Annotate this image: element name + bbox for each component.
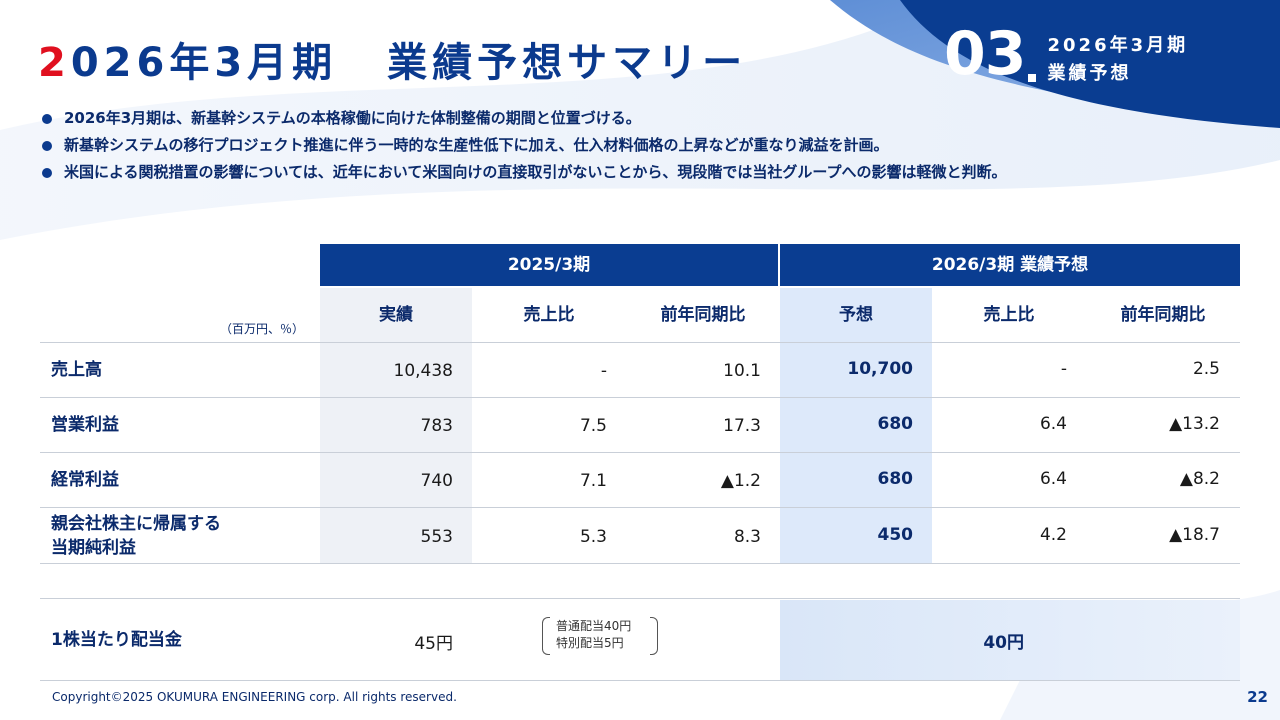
col-header-yoy: 前年同期比 [660, 305, 746, 325]
table-cell: 450 [877, 525, 914, 545]
table-cell: 553 [420, 527, 453, 547]
table-cell: 10.1 [723, 361, 761, 381]
table-cell: 6.4 [1039, 469, 1067, 489]
bullet-item: 2026年3月期は、新基幹システムの本格稼働に向けた体制整備の期間と位置づける。 [40, 105, 1006, 132]
table-cell: 2.5 [1192, 359, 1220, 379]
table-cell: ▲18.7 [1169, 525, 1220, 545]
summary-bullets: 2026年3月期は、新基幹システムの本格稼働に向けた体制整備の期間と位置づける。… [40, 105, 1006, 186]
dividend-forecast-highlight [780, 600, 1240, 680]
dividend-note-ordinary: 普通配当40円 [556, 619, 632, 633]
row-label-operating-profit: 営業利益 [51, 415, 119, 435]
col-header-forecast: 予想 [839, 305, 873, 325]
row-divider [40, 680, 1240, 681]
row-divider [40, 507, 1240, 508]
section-label: 2026年3月期 業績予想 [1048, 32, 1189, 88]
dividend-breakdown-note: 普通配当40円 特別配当5円 [542, 617, 658, 655]
group-header-fy2026-forecast: 2026/3期 業績予想 [780, 244, 1240, 286]
section-label-line1: 2026年3月期 [1047, 35, 1189, 56]
row-divider [40, 397, 1240, 398]
table-cell: 7.5 [579, 416, 607, 436]
dividend-actual: 45円 [414, 634, 453, 654]
row-divider [40, 342, 1240, 343]
table-cell: 4.2 [1039, 525, 1067, 545]
col-header-forecast-yoy: 前年同期比 [1120, 305, 1206, 325]
table-cell: 17.3 [723, 416, 761, 436]
row-label-net-profit-line2: 当期純利益 [51, 538, 136, 558]
table-cell: 8.3 [733, 527, 761, 547]
section-label-line2: 業績予想 [1047, 63, 1132, 84]
group-header-fy2025: 2025/3期 [320, 244, 778, 286]
bullet-item: 新基幹システムの移行プロジェクト推進に伴う一時的な生産性低下に加え、仕入材料価格… [40, 132, 1006, 159]
table-cell: 5.3 [579, 527, 607, 547]
page-title: 2026年3月期 業績予想サマリー [38, 30, 747, 88]
col-header-actual: 実績 [379, 305, 413, 325]
section-dot [1027, 74, 1036, 82]
row-divider [40, 452, 1240, 453]
row-label-net-profit-line1: 親会社株主に帰属する [51, 514, 221, 534]
row-label-ordinary-profit: 経常利益 [51, 470, 119, 490]
row-label-net-sales: 売上高 [51, 360, 102, 380]
title-accent-digit: 2 [38, 40, 71, 86]
page-number: 22 [1247, 688, 1268, 706]
dividend-forecast: 40円 [983, 633, 1024, 653]
title-period: 026年3月期 [70, 40, 338, 86]
row-label-dividend: 1株当たり配当金 [51, 630, 182, 650]
table-cell: ▲13.2 [1169, 414, 1220, 434]
actual-column-highlight [320, 288, 472, 563]
table-cell: 680 [877, 414, 914, 434]
table-cell: 10,700 [847, 359, 913, 379]
copyright-text: Copyright©2025 OKUMURA ENGINEERING corp.… [52, 690, 457, 704]
table-cell: - [1060, 359, 1067, 379]
table-cell: 740 [420, 471, 453, 491]
table-cell: - [600, 361, 607, 381]
table-cell: ▲1.2 [720, 471, 761, 491]
row-label-net-profit: 親会社株主に帰属する 当期純利益 [51, 512, 221, 560]
table-cell: 7.1 [579, 471, 607, 491]
table-cell: 783 [420, 416, 453, 436]
col-header-forecast-sales-ratio: 売上比 [983, 305, 1035, 325]
unit-label: （百万円、％） [220, 322, 305, 336]
table-cell: 10,438 [393, 361, 453, 381]
table-cell: ▲8.2 [1179, 469, 1220, 489]
row-divider [40, 598, 1240, 599]
section-badge: 03 2026年3月期 業績予想 [944, 22, 1188, 88]
section-number: 03 [944, 19, 1026, 89]
dividend-note-special: 特別配当5円 [556, 636, 624, 650]
bullet-item: 米国による関税措置の影響については、近年において米国向けの直接取引がないことから… [40, 159, 1006, 186]
table-cell: 6.4 [1039, 414, 1067, 434]
table-cell: 680 [877, 469, 914, 489]
col-header-sales-ratio: 売上比 [523, 305, 575, 325]
row-divider [40, 563, 1240, 564]
forecast-column-highlight [780, 288, 932, 563]
title-summary: 業績予想サマリー [387, 40, 748, 86]
